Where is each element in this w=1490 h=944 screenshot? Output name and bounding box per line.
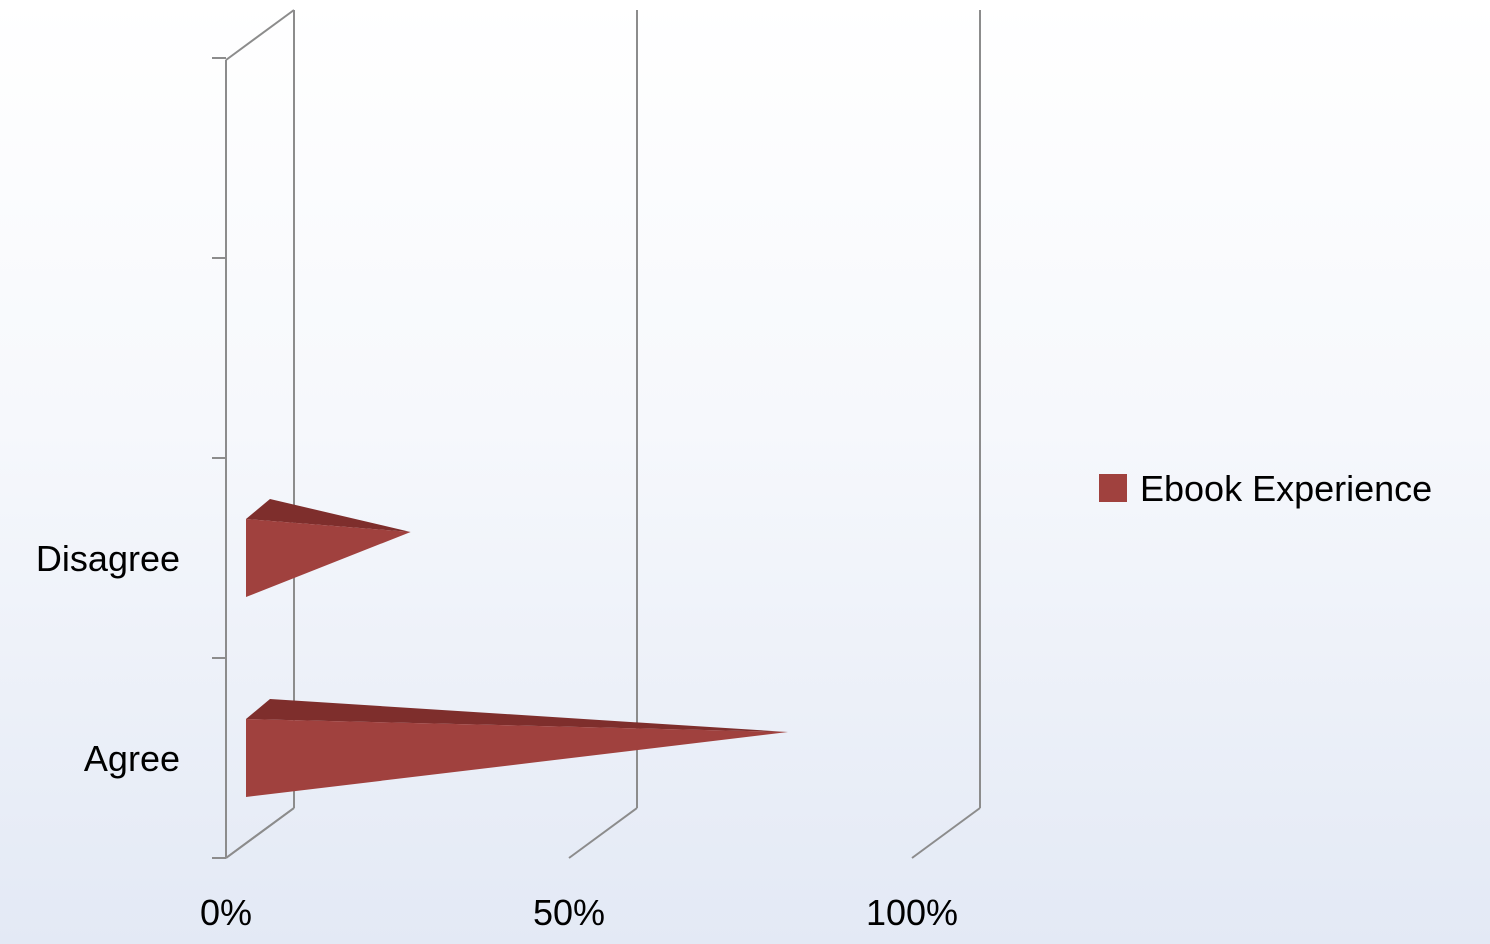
x-tick-label: 100% [866,892,958,933]
legend: Ebook Experience [1099,468,1432,509]
chart-bars [246,499,788,797]
chart-axes [212,9,981,859]
floor-gridline [225,807,295,859]
category-label: Agree [84,738,180,779]
bar-disagree-top-face [246,499,411,532]
floor-gridline [911,807,981,859]
bar-agree-top-face [246,699,788,732]
category-labels: Agree Disagree [36,538,180,779]
x-tick-labels: 0% 50% 100% [200,892,958,933]
legend-label-ebook-experience: Ebook Experience [1140,468,1432,509]
floor-gridline [568,807,638,859]
bar-agree [246,699,788,797]
left-wall-top-edge [225,9,295,61]
legend-swatch-ebook-experience [1099,474,1127,502]
x-tick-label: 0% [200,892,252,933]
bar-agree-front-face [246,719,788,797]
bar-disagree [246,499,411,597]
x-tick-label: 50% [533,892,605,933]
category-label: Disagree [36,538,180,579]
bar-disagree-front-face [246,519,411,597]
